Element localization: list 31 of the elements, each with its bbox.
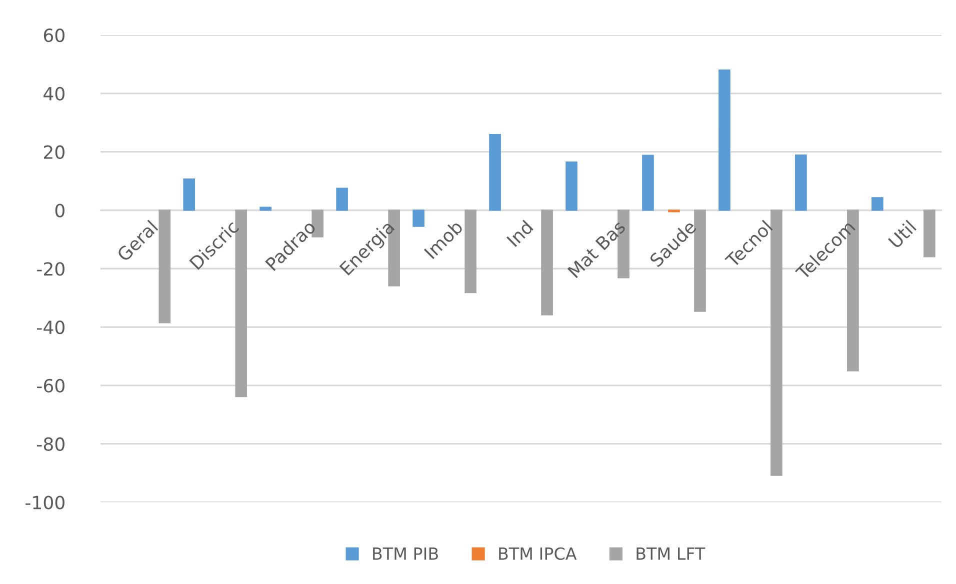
y-tick-label: -80 xyxy=(37,437,64,451)
y-tick-label: 60 xyxy=(44,28,64,42)
bar xyxy=(566,162,578,211)
bar xyxy=(924,210,936,258)
y-tick-label: 20 xyxy=(44,145,64,159)
bar xyxy=(489,134,501,211)
y-tick-label: -40 xyxy=(37,320,64,334)
y-tick-label: 40 xyxy=(44,86,64,101)
y-tick-label: -20 xyxy=(37,262,64,276)
bar xyxy=(336,188,348,211)
bar xyxy=(158,210,171,324)
legend-label: BTM PIB xyxy=(373,548,438,560)
bar xyxy=(412,210,424,227)
y-tick-label: -60 xyxy=(37,378,64,393)
bar xyxy=(872,197,884,211)
bar xyxy=(183,178,196,211)
bar xyxy=(642,154,654,211)
legend-label: BTM IPCA xyxy=(499,547,577,560)
x-tick-label: Util xyxy=(888,220,917,249)
bar xyxy=(541,210,553,316)
y-tick-label: -100 xyxy=(26,496,64,510)
bar xyxy=(260,206,272,211)
bar xyxy=(795,154,807,211)
legend-label: BTM LFT xyxy=(636,548,706,560)
x-tick-label: Mat Bas xyxy=(567,220,626,278)
x-tick-label: Ind xyxy=(506,220,534,248)
bar xyxy=(694,210,706,312)
bar xyxy=(464,210,476,294)
bar xyxy=(770,210,782,476)
y-tick-label: 0 xyxy=(55,204,64,218)
bar xyxy=(718,70,730,211)
